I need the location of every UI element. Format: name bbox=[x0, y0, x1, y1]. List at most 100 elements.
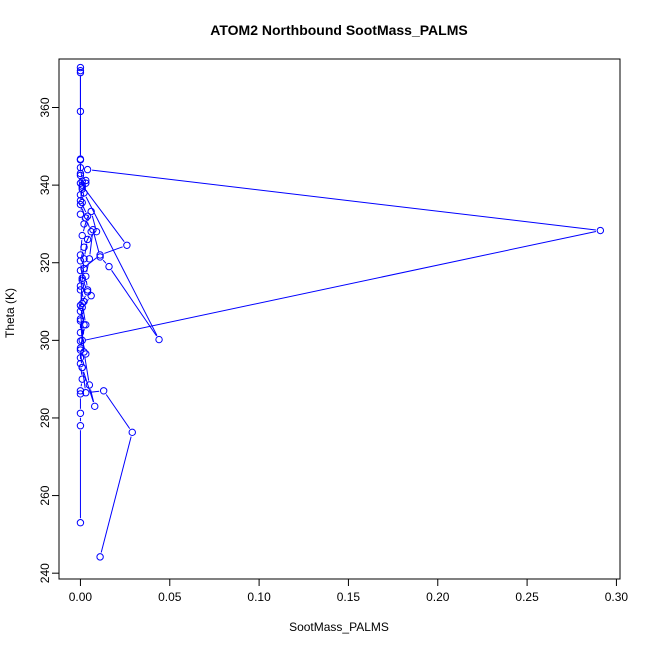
y-tick-label: 340 bbox=[38, 175, 52, 195]
series-2-point bbox=[80, 255, 88, 263]
series-1-segment bbox=[80, 325, 83, 336]
x-tick-label: 0.05 bbox=[158, 590, 182, 604]
series-1-segment bbox=[86, 222, 90, 228]
series-1-point bbox=[76, 179, 85, 187]
y-tick-label: 280 bbox=[38, 408, 52, 428]
series-1-point bbox=[87, 227, 95, 236]
series-1-point bbox=[99, 387, 108, 395]
series-1-point bbox=[76, 107, 85, 116]
series-1-point bbox=[76, 266, 85, 275]
series-1-point bbox=[76, 387, 85, 395]
series-1-segment bbox=[82, 371, 86, 389]
series-2-segment bbox=[91, 215, 96, 228]
y-tick-label: 320 bbox=[38, 252, 52, 272]
x-axis: 0.00 0.05 0.10 0.15 0.20 0.25 0.30 bbox=[69, 578, 629, 604]
series-2-segment bbox=[84, 230, 597, 341]
series-1-segment bbox=[80, 354, 83, 364]
series-2-point bbox=[78, 231, 86, 240]
series-2-segment bbox=[83, 371, 94, 403]
x-tick-label: 0.25 bbox=[515, 590, 539, 604]
series-1-point bbox=[76, 346, 85, 354]
series-2-point bbox=[78, 363, 86, 372]
series-1-point bbox=[76, 422, 85, 430]
series-2-point bbox=[596, 226, 605, 235]
y-tick-label: 300 bbox=[38, 330, 52, 350]
series-2-point bbox=[78, 299, 86, 308]
series-2-point bbox=[76, 163, 85, 172]
series-2-point bbox=[76, 315, 85, 323]
series-1-point bbox=[76, 519, 85, 527]
series-1-point bbox=[76, 169, 85, 178]
series-2-point bbox=[76, 328, 85, 337]
series-2-point bbox=[85, 255, 94, 263]
series-2-segment bbox=[89, 389, 95, 403]
series-2-segment bbox=[82, 220, 87, 232]
y-axis: 240 260 280 300 320 340 360 bbox=[38, 97, 60, 583]
series-1-point bbox=[76, 409, 85, 417]
series-2-point bbox=[80, 189, 88, 197]
series-1-segment bbox=[90, 390, 100, 393]
series-2-point bbox=[82, 350, 90, 358]
series-2-segment bbox=[89, 234, 93, 255]
y-tick-label: 240 bbox=[38, 563, 52, 583]
series-1-point bbox=[76, 63, 85, 72]
x-tick-label: 0.30 bbox=[605, 590, 629, 604]
series-2-point bbox=[83, 286, 92, 294]
series-1-segment bbox=[100, 436, 132, 553]
series-2-point bbox=[83, 235, 92, 244]
series-2-segment bbox=[80, 172, 83, 177]
series-2-point bbox=[87, 207, 95, 216]
series-2-point bbox=[76, 191, 85, 199]
series-layer bbox=[76, 63, 605, 561]
series-2-segment bbox=[80, 240, 83, 251]
series-1-point bbox=[78, 375, 86, 383]
series-2-point bbox=[92, 227, 101, 236]
series-2-point bbox=[80, 348, 88, 356]
series-2-segment bbox=[84, 356, 90, 381]
series-1-point bbox=[76, 155, 85, 163]
series-2-segment bbox=[85, 280, 88, 286]
series-1-point bbox=[96, 553, 104, 561]
series-2-point bbox=[78, 276, 86, 284]
x-axis-label: SootMass_PALMS bbox=[289, 620, 389, 634]
series-2-segment bbox=[80, 284, 83, 307]
series-2-point bbox=[89, 226, 97, 234]
series-1-point bbox=[76, 66, 85, 75]
series-2-segment bbox=[84, 243, 88, 255]
series-1-point bbox=[96, 251, 104, 259]
series-2-segment bbox=[85, 196, 158, 336]
series-2-point bbox=[105, 262, 113, 271]
series-1-point bbox=[78, 181, 86, 189]
series-2-point bbox=[76, 286, 85, 294]
series-1-point bbox=[76, 200, 85, 209]
series-2-point bbox=[80, 220, 88, 228]
series-1-segment bbox=[85, 235, 90, 244]
series-1-segment bbox=[80, 368, 83, 375]
series-2-point bbox=[155, 335, 163, 344]
series-2-point bbox=[82, 321, 90, 329]
chart-title: ATOM2 Northbound SootMass_PALMS bbox=[210, 22, 467, 38]
x-tick-label: 0.10 bbox=[247, 590, 271, 604]
series-2-point bbox=[76, 210, 85, 218]
series-2-point bbox=[78, 177, 86, 185]
series-2-point bbox=[78, 303, 86, 312]
series-1-point bbox=[76, 359, 85, 368]
series-2-point bbox=[85, 381, 94, 389]
series-1-point bbox=[76, 390, 85, 398]
y-axis-label: Theta (K) bbox=[3, 288, 17, 338]
series-1-point bbox=[123, 241, 131, 249]
series-2-point bbox=[76, 307, 85, 315]
series-1-segment bbox=[105, 394, 131, 429]
series-1-point bbox=[128, 428, 136, 437]
series-2-segment bbox=[93, 233, 100, 253]
series-2-point bbox=[76, 337, 85, 345]
series-2-point bbox=[91, 402, 99, 411]
series-2-point bbox=[87, 292, 95, 300]
series-2-point bbox=[76, 196, 85, 205]
series-2-point bbox=[83, 165, 92, 174]
series-2-point bbox=[80, 264, 88, 273]
x-tick-label: 0.15 bbox=[337, 590, 361, 604]
series-2-point bbox=[82, 179, 90, 187]
series-2-segment bbox=[91, 169, 596, 231]
